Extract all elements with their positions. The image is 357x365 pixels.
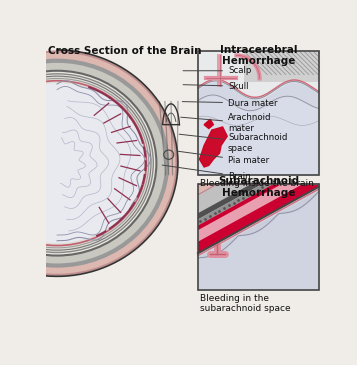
Text: Brain: Brain — [162, 165, 251, 181]
Ellipse shape — [0, 51, 176, 275]
Ellipse shape — [0, 83, 144, 243]
Bar — [198, 184, 319, 290]
Ellipse shape — [0, 71, 156, 256]
Text: Cross Section of the Brain: Cross Section of the Brain — [48, 46, 201, 56]
Bar — [198, 184, 319, 290]
Polygon shape — [198, 184, 319, 219]
Text: Skull: Skull — [183, 82, 248, 91]
Polygon shape — [198, 184, 319, 195]
Polygon shape — [204, 119, 213, 128]
Text: Pia mater: Pia mater — [178, 151, 269, 165]
Polygon shape — [198, 184, 319, 213]
Ellipse shape — [0, 81, 146, 246]
Bar — [198, 51, 319, 175]
Bar — [244, 51, 319, 82]
Polygon shape — [198, 184, 319, 253]
Text: Bleeding inside the brain: Bleeding inside the brain — [200, 178, 313, 188]
Bar — [198, 51, 319, 175]
Ellipse shape — [0, 76, 151, 250]
Text: Subarachnoid
space: Subarachnoid space — [179, 134, 287, 153]
Text: Arachnoid
mater: Arachnoid mater — [181, 114, 272, 133]
Polygon shape — [198, 184, 319, 226]
Polygon shape — [200, 127, 227, 167]
Polygon shape — [198, 184, 319, 242]
Ellipse shape — [0, 74, 153, 253]
Ellipse shape — [0, 61, 167, 266]
Text: Bleeding in the
subarachnoid space: Bleeding in the subarachnoid space — [200, 294, 290, 314]
Text: Dura mater: Dura mater — [182, 99, 277, 108]
Bar — [198, 51, 319, 175]
Text: Intracerebral
Hemorrhage: Intracerebral Hemorrhage — [220, 45, 297, 66]
Ellipse shape — [0, 78, 149, 248]
Text: Subarachnoid
Hemorrhage: Subarachnoid Hemorrhage — [218, 176, 299, 198]
Polygon shape — [198, 189, 319, 290]
Text: Scalp: Scalp — [183, 66, 251, 75]
